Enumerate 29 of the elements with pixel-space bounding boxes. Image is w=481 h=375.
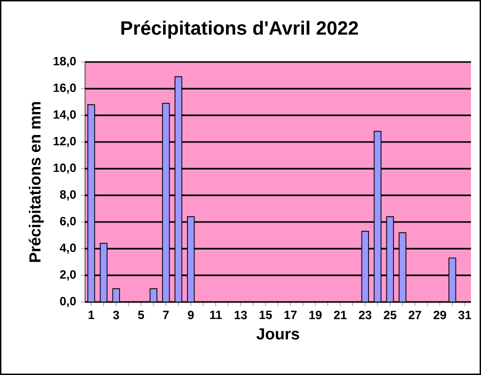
x-tick-label: 1 — [88, 310, 94, 319]
x-tick-label: 13 — [234, 310, 247, 320]
y-tick-label: 10,0 — [54, 164, 76, 174]
x-tick-label: 23 — [358, 310, 372, 320]
x-tick-label: 21 — [334, 310, 347, 320]
x-tick-label: 27 — [408, 310, 422, 320]
x-tick-label: 29 — [434, 310, 446, 320]
y-tick-label: 8,0 — [60, 190, 76, 200]
x-tick-label: 3 — [113, 310, 120, 320]
y-axis-title: Précipitations en mm — [28, 102, 44, 262]
y-tick-label: 4,0 — [60, 244, 76, 254]
x-tick-label: 7 — [163, 310, 169, 319]
x-tick-label: 5 — [138, 310, 144, 320]
y-tick-label: 18,0 — [54, 56, 76, 68]
y-tick-label: 16,0 — [54, 84, 76, 94]
x-tick-label: 11 — [210, 310, 222, 319]
x-tick-label: 19 — [309, 310, 322, 320]
y-tick-label: 2,0 — [60, 270, 76, 280]
x-tick-label: 9 — [188, 310, 194, 320]
y-tick-label: 0,0 — [60, 296, 76, 308]
x-tick-label: 31 — [458, 310, 472, 320]
chart-title: Précipitations d'Avril 2022 — [121, 20, 358, 39]
y-tick-label: 6,0 — [60, 216, 76, 228]
x-tick-label: 17 — [284, 310, 297, 319]
y-tick-label: 14,0 — [54, 110, 76, 120]
x-tick-label: 25 — [384, 310, 396, 320]
y-tick-label: 12,0 — [54, 136, 76, 148]
x-tick-label: 15 — [260, 310, 272, 320]
x-axis-title: Jours — [256, 328, 300, 340]
